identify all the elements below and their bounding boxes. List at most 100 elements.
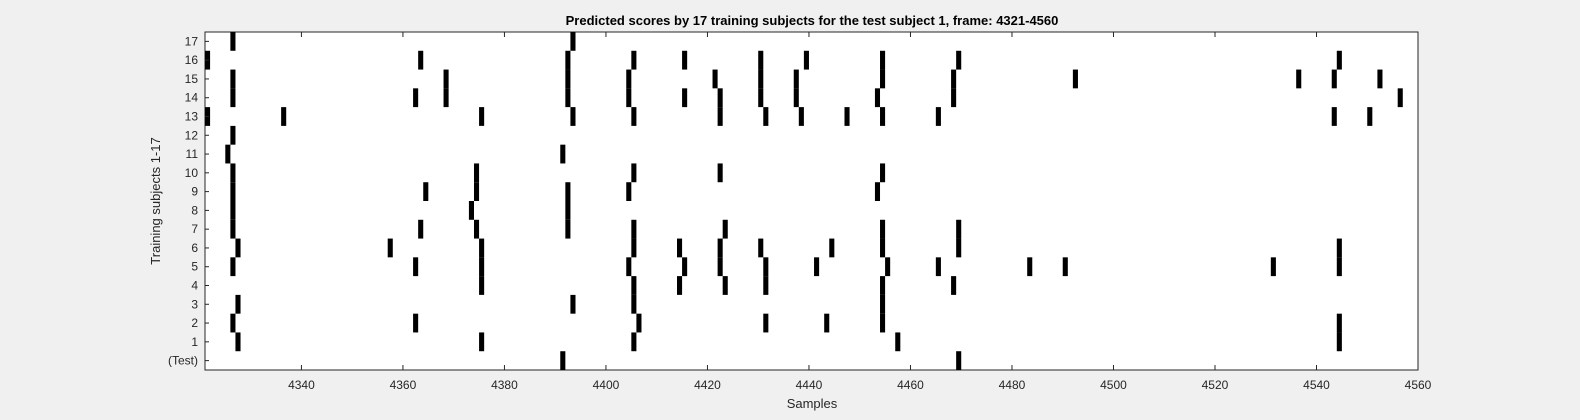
event-mark-row-8-0 <box>230 201 236 220</box>
y-tick-label: 17 <box>185 34 199 48</box>
event-mark-row-3-1 <box>570 294 576 314</box>
event-mark-row-6-1 <box>387 238 393 258</box>
event-mark-row-12-0 <box>230 125 236 145</box>
event-mark-row-14-0 <box>230 88 236 108</box>
event-mark-row-5-6 <box>763 257 769 277</box>
event-mark-row-16-7 <box>880 50 886 70</box>
event-mark-row-15-3 <box>626 69 632 89</box>
y-tick-label: 13 <box>185 110 199 124</box>
y-tick-label: 7 <box>191 222 198 236</box>
y-tick-label: 16 <box>185 53 199 67</box>
event-mark-row-16-2 <box>565 50 571 70</box>
event-mark-row-4-3 <box>722 276 728 295</box>
y-tick-label: 6 <box>191 241 198 255</box>
x-tick-label: 4460 <box>897 378 924 392</box>
event-mark-row-7-1 <box>418 219 424 239</box>
event-mark-row-7-4 <box>631 219 637 239</box>
event-mark-row-15-7 <box>880 69 886 89</box>
event-mark-row-7-6 <box>880 219 886 239</box>
event-mark-row-2-5 <box>880 313 886 333</box>
event-mark-row-5-12 <box>1270 257 1276 277</box>
event-mark-row-6-0 <box>235 238 241 258</box>
event-mark-row-9-4 <box>626 182 632 201</box>
event-mark-row-15-9 <box>1072 69 1078 89</box>
y-tick-label: 9 <box>191 185 198 199</box>
event-mark-row-15-5 <box>758 69 764 89</box>
event-mark-row-16-3 <box>631 50 637 70</box>
event-mark-row-9-5 <box>874 182 881 201</box>
event-mark-row-9-2 <box>473 182 480 201</box>
event-mark-row-13-7 <box>798 107 804 126</box>
y-tick-label: 2 <box>191 316 198 330</box>
event-mark-row-4-1 <box>631 276 637 295</box>
x-tick-label: 4420 <box>694 378 721 392</box>
event-mark-row-14-3 <box>565 88 571 108</box>
x-tick-label: 4340 <box>288 378 315 392</box>
event-mark-row-16-9 <box>1336 50 1342 70</box>
event-mark-row-4-0 <box>479 276 485 295</box>
x-tick-label: 4360 <box>390 378 417 392</box>
event-mark-row-2-6 <box>1336 313 1342 333</box>
event-mark-row-16-5 <box>758 50 764 70</box>
event-mark-row-10-4 <box>880 163 886 183</box>
event-mark-row-1-0 <box>235 332 241 352</box>
event-mark-row-2-0 <box>230 313 236 333</box>
event-mark-row-15-10 <box>1296 69 1302 89</box>
event-mark-row-11-1 <box>560 144 566 164</box>
event-mark-row-9-0 <box>230 182 236 201</box>
event-mark-row-5-1 <box>413 257 419 277</box>
event-mark-row-5-4 <box>682 257 688 277</box>
event-mark-row-5-2 <box>479 257 485 277</box>
event-mark-row-6-7 <box>829 238 835 258</box>
event-mark-row-16-6 <box>803 50 809 70</box>
event-mark-row-3-2 <box>631 294 637 314</box>
x-tick-label: 4440 <box>796 378 823 392</box>
x-tick-label: 4560 <box>1405 378 1432 392</box>
event-mark-row-16-8 <box>956 50 962 70</box>
event-mark-row-5-8 <box>885 257 891 277</box>
event-mark-row-5-9 <box>935 257 941 277</box>
event-mark-row-15-0 <box>230 69 236 89</box>
x-tick-label: 4480 <box>999 378 1026 392</box>
event-mark-row-13-8 <box>844 107 850 126</box>
event-mark-row-7-7 <box>956 219 962 239</box>
event-mark-row-13-3 <box>570 107 576 126</box>
event-mark-row-2-3 <box>763 313 769 333</box>
y-tick-label: 5 <box>191 260 198 274</box>
event-mark-row-test-0 <box>560 351 566 370</box>
chart-title: Predicted scores by 17 training subjects… <box>566 13 1059 28</box>
event-mark-row-5-5 <box>717 257 723 277</box>
y-tick-label: 3 <box>191 297 198 311</box>
event-mark-row-14-9 <box>874 88 881 108</box>
event-mark-row-1-3 <box>895 332 901 352</box>
event-mark-row-14-10 <box>951 88 957 108</box>
y-tick-label: 1 <box>191 335 198 349</box>
x-tick-label: 4540 <box>1303 378 1330 392</box>
event-mark-row-13-11 <box>1331 107 1337 126</box>
event-mark-row-5-10 <box>1027 257 1033 277</box>
event-mark-row-8-1 <box>468 201 474 220</box>
event-mark-row-1-4 <box>1336 332 1342 352</box>
event-mark-row-5-3 <box>626 257 632 277</box>
event-mark-row-7-5 <box>722 219 728 239</box>
event-mark-row-2-1 <box>413 313 419 333</box>
event-mark-row-13-12 <box>1367 107 1373 126</box>
event-mark-row-6-6 <box>758 238 764 258</box>
event-mark-row-1-1 <box>479 332 485 352</box>
event-mark-row-6-8 <box>880 238 886 258</box>
event-mark-row-14-2 <box>443 88 449 108</box>
x-tick-label: 4500 <box>1100 378 1127 392</box>
event-mark-row-6-3 <box>631 238 637 258</box>
event-mark-row-14-11 <box>1397 88 1403 108</box>
event-mark-row-4-4 <box>763 276 769 295</box>
event-mark-row-10-2 <box>631 163 637 183</box>
event-mark-row-11-0 <box>225 144 231 164</box>
event-mark-row-4-5 <box>880 276 886 295</box>
y-tick-label: 10 <box>185 166 199 180</box>
event-mark-row-7-2 <box>473 219 480 239</box>
event-mark-row-7-3 <box>565 219 571 239</box>
event-mark-row-9-1 <box>423 182 429 201</box>
event-mark-row-14-4 <box>626 88 632 108</box>
event-mark-row-4-6 <box>951 276 957 295</box>
